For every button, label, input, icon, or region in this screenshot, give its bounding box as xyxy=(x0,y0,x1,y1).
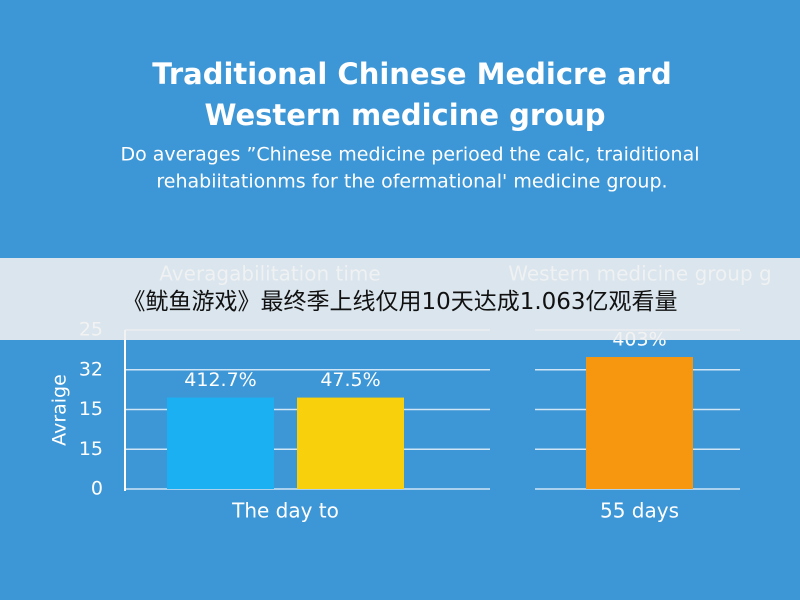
bar-annotation: 412.7% xyxy=(184,369,256,391)
x-tick-label: 55 days xyxy=(600,499,679,523)
bar-annotation: 47.5% xyxy=(320,369,380,391)
title-line: Western medicine group xyxy=(205,98,606,132)
x-tick-label: The day to xyxy=(231,499,339,523)
subtitle-line: rehabiitationms for the ofermational' me… xyxy=(156,171,667,193)
banner: 《鱿鱼游戏》最终季上线仅用10天达成1.063亿观看量 xyxy=(0,258,800,340)
y-axis-label: Avraige xyxy=(49,374,71,446)
bar xyxy=(167,397,274,489)
y-tick-label: 0 xyxy=(91,478,103,500)
y-tick-label: 15 xyxy=(79,438,103,460)
y-tick-label: 15 xyxy=(79,398,103,420)
subtitle-line: Do averages ”Chinese medicine perioed th… xyxy=(120,144,699,166)
y-tick-label: 32 xyxy=(79,358,103,380)
bar xyxy=(586,357,693,489)
bar xyxy=(297,397,404,489)
title-line: Traditional Chinese Medicre ard xyxy=(152,57,671,91)
